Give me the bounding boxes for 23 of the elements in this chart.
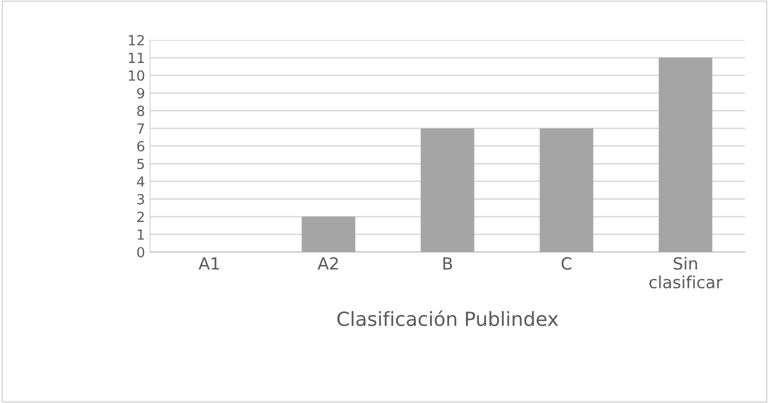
x-tick-label: A1 (198, 257, 219, 270)
y-tick-label: 7 (137, 123, 144, 134)
x-axis-title: Clasificación Publindex (337, 310, 558, 326)
x-tick-label: C (562, 257, 572, 270)
x-tick-label: Sin clasificar (649, 256, 723, 288)
x-tick-label: A2 (318, 257, 338, 270)
y-tick-label: 1 (138, 229, 144, 240)
y-tick-label: 11 (128, 52, 144, 63)
y-tick-label: 2 (137, 212, 144, 222)
x-tick-label: B (443, 257, 452, 270)
bar (540, 128, 594, 252)
bar (658, 58, 712, 252)
y-tick-label: 8 (137, 106, 144, 116)
bar (302, 216, 356, 252)
y-tick-label: 6 (137, 140, 144, 152)
y-tick-label: 3 (137, 194, 144, 204)
y-tick-label: 0 (137, 246, 144, 258)
y-tick-label: 12 (128, 34, 144, 46)
bar (420, 128, 474, 252)
y-tick-label: 5 (137, 158, 144, 170)
y-tick-label: 9 (137, 88, 144, 98)
y-tick-label: 4 (136, 176, 144, 187)
y-tick-label: 10 (128, 70, 144, 81)
